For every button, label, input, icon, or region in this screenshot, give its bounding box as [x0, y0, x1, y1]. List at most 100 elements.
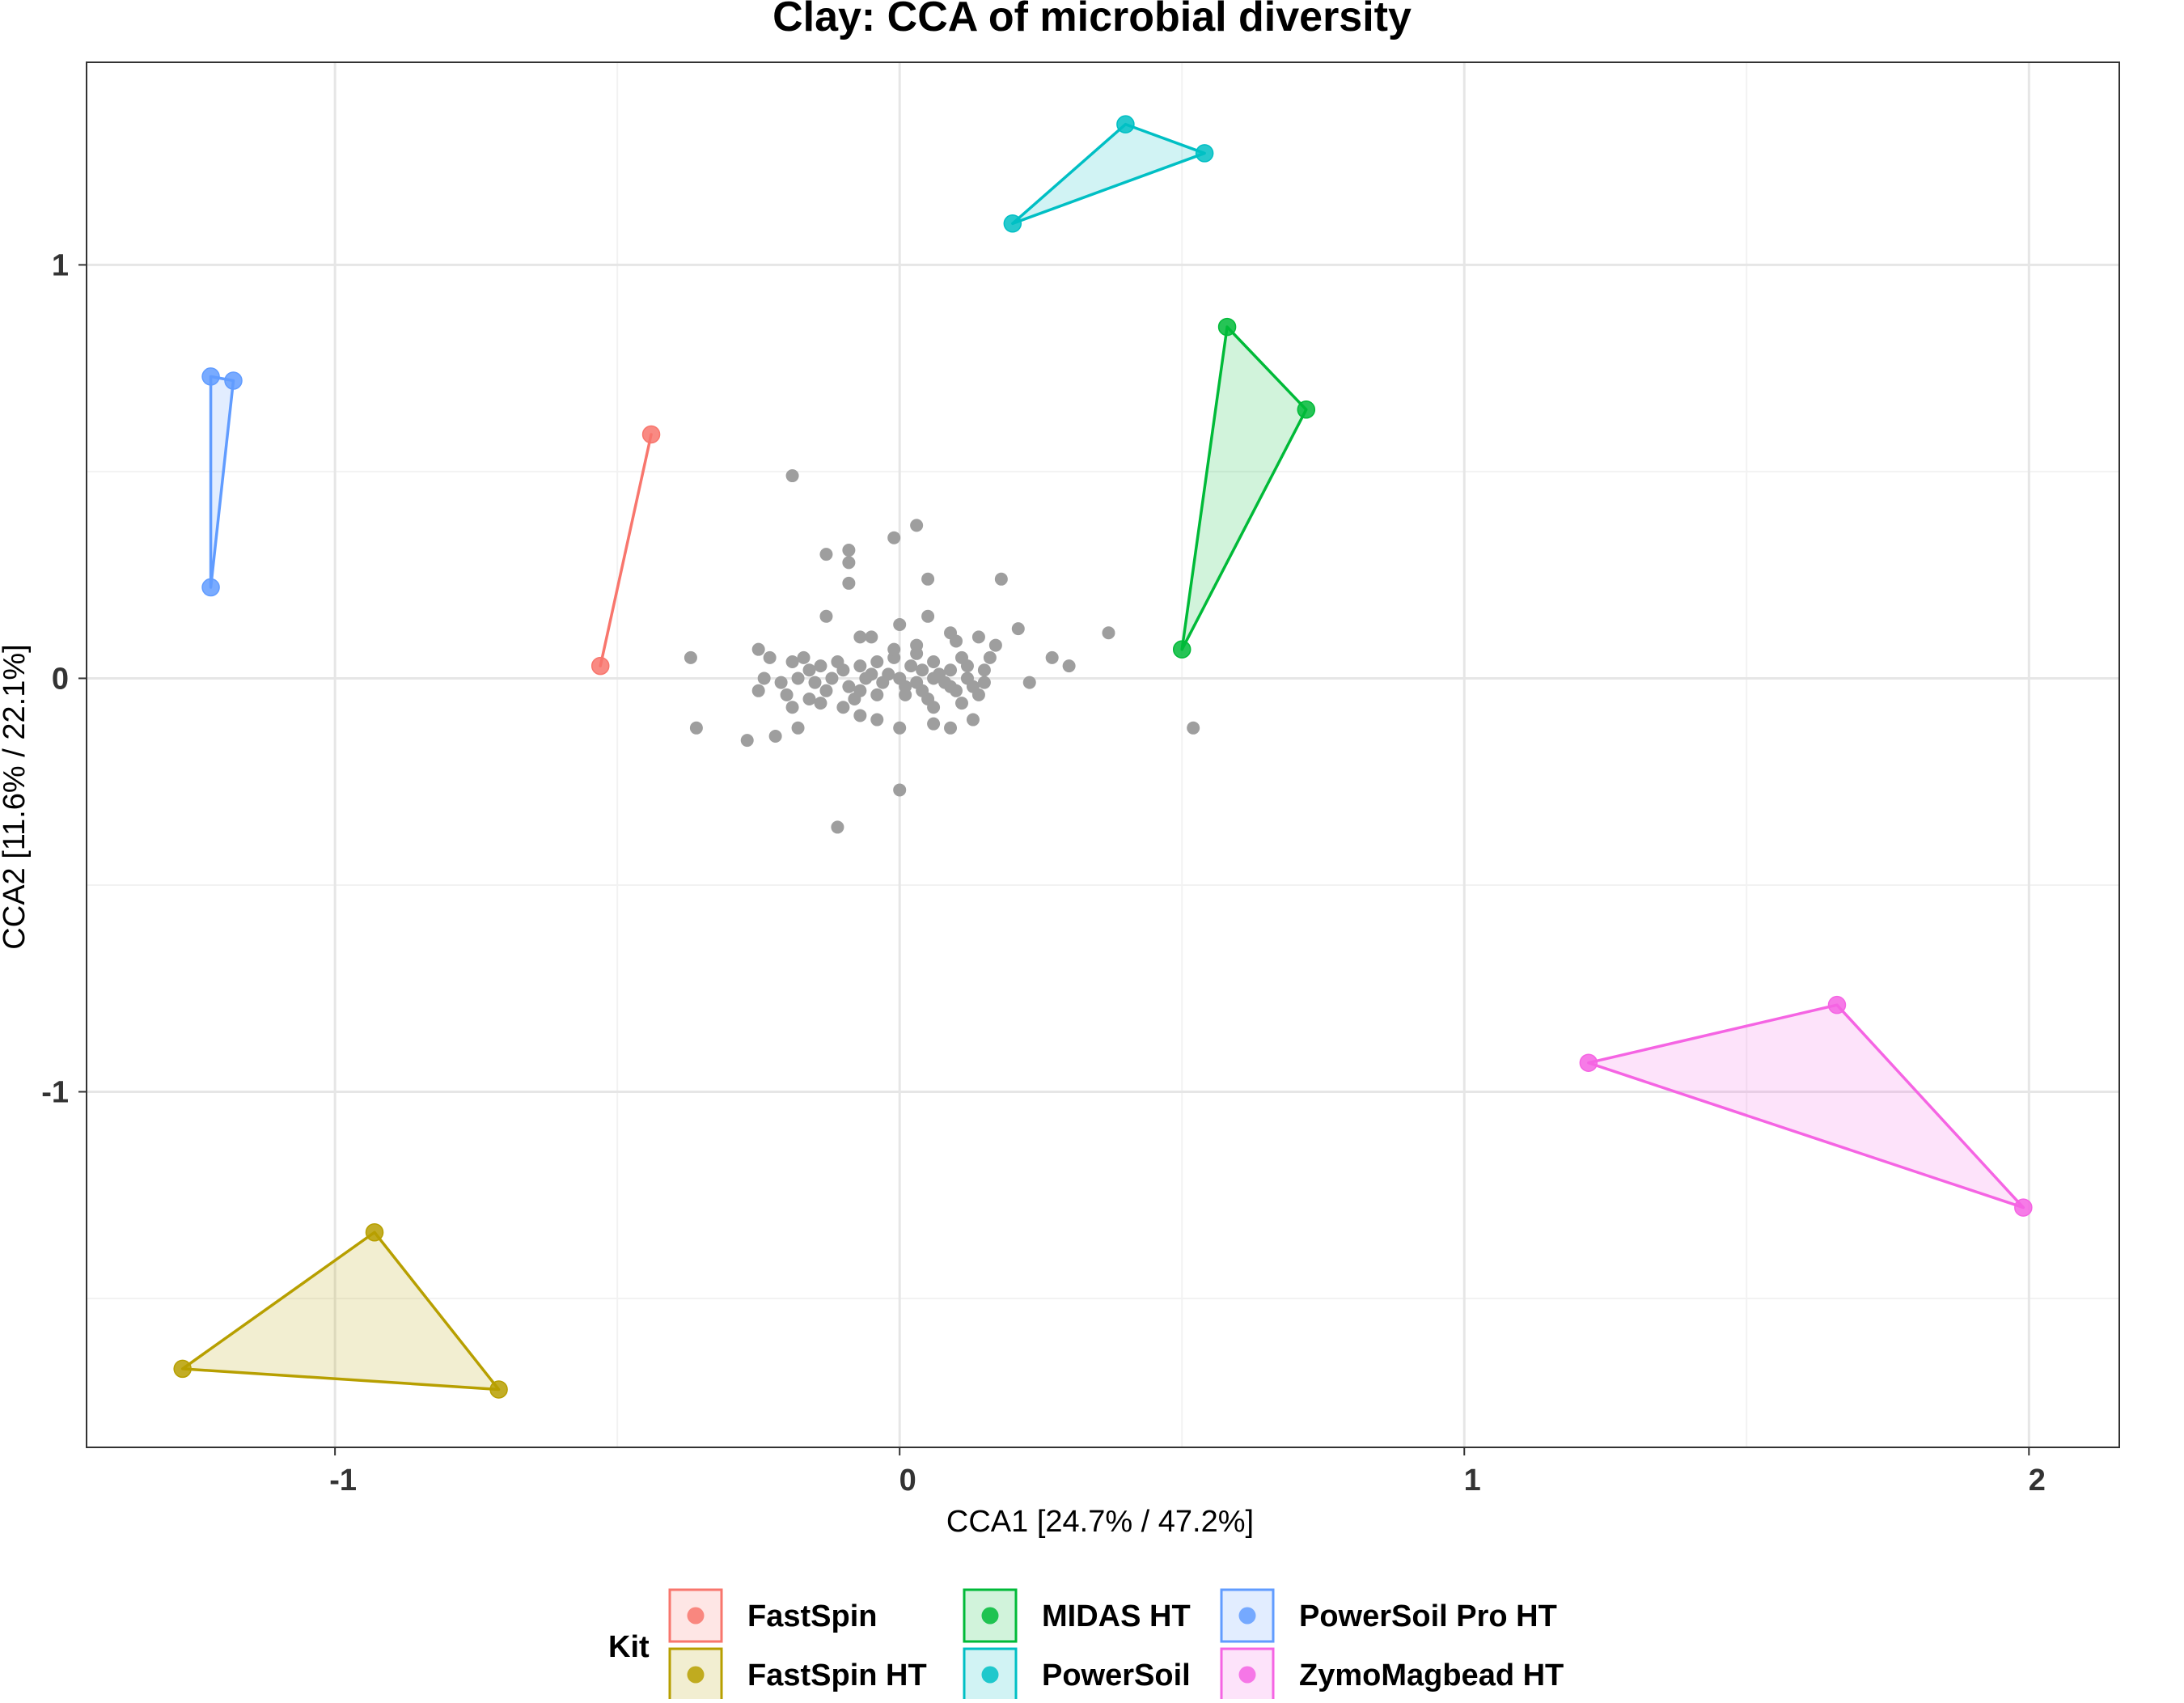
species-point: [751, 642, 765, 656]
species-point: [785, 701, 799, 714]
species-point: [836, 701, 850, 714]
point-zymomagbead-ht: [1827, 995, 1847, 1015]
species-point: [870, 655, 884, 669]
species-point: [904, 659, 918, 673]
legend-dot-powersoil-pro-ht: [1238, 1607, 1256, 1625]
point-powersoil-pro-ht: [224, 371, 243, 390]
species-point: [684, 650, 697, 664]
species-point: [853, 630, 867, 644]
species-point: [916, 663, 929, 677]
hull-midas-ht: [1180, 325, 1308, 651]
species-point: [831, 655, 844, 669]
species-point: [971, 630, 985, 644]
species-point: [938, 676, 952, 689]
species-point: [853, 709, 867, 722]
species-point: [966, 680, 980, 693]
species-point: [774, 676, 788, 689]
y-tick-label: 1: [52, 248, 69, 282]
species-point: [740, 734, 754, 748]
y-axis-title: CCA2 [11.6% / 22.1%]: [0, 644, 32, 949]
plot-panel-border: [86, 61, 2120, 1448]
species-point: [1187, 721, 1200, 735]
species-point: [910, 519, 924, 532]
species-point: [831, 820, 844, 834]
hull-fastspin-ht: [180, 1231, 501, 1392]
legend: Kit FastSpin FastSpin HT MIDAS HT PowerSoil…: [608, 1588, 1564, 1702]
grid-major: [87, 62, 2119, 1447]
species-point: [785, 469, 799, 483]
hull-zymomagbead-ht: [1587, 1003, 2025, 1209]
species-point: [768, 730, 782, 743]
y-axis-ticks: 1 0 -1: [41, 248, 87, 1110]
legend-label-fastspin-ht: FastSpin HT: [747, 1659, 927, 1692]
species-point: [791, 671, 805, 685]
hull-powersoil: [1011, 122, 1206, 226]
species-point: [988, 638, 1002, 652]
species-point: [893, 783, 907, 797]
species-point: [757, 671, 771, 685]
legend-keys: FastSpin FastSpin HT MIDAS HT PowerSoil Powe…: [668, 1588, 1564, 1702]
species-point: [1102, 626, 1115, 640]
legend-key-fastspin-ht: [668, 1647, 723, 1702]
species-point: [927, 717, 941, 731]
species-point: [1011, 622, 1025, 636]
species-point: [887, 531, 901, 544]
species-point: [977, 676, 991, 689]
species-point: [865, 667, 878, 681]
group-hulls: [180, 122, 2025, 1392]
species-point: [887, 642, 901, 656]
species-point: [842, 544, 856, 557]
species-point: [910, 646, 924, 660]
species-point: [927, 655, 941, 669]
species-point: [870, 713, 884, 727]
species-point: [865, 630, 878, 644]
species-point: [893, 721, 907, 735]
species-point: [950, 634, 963, 648]
chart-title: Clay: CCA of microbial diversity: [772, 0, 1412, 40]
species-point: [921, 609, 935, 623]
x-tick-label: 1: [1464, 1464, 1481, 1498]
species-point: [785, 655, 799, 669]
x-axis-ticks: -1 0 1 2: [329, 1447, 2046, 1498]
species-point: [944, 721, 958, 735]
x-tick-label: -1: [329, 1464, 357, 1498]
species-point: [814, 697, 827, 710]
species-point: [954, 697, 968, 710]
species-point: [870, 688, 884, 701]
y-tick-label: 0: [52, 662, 69, 696]
point-powersoil-pro-ht: [201, 578, 220, 597]
group-points: [173, 115, 2033, 1399]
species-point: [853, 684, 867, 697]
point-fastspin-ht: [173, 1359, 192, 1379]
point-midas-ht: [1172, 640, 1191, 659]
point-fastspin-ht: [489, 1380, 508, 1399]
species-point: [954, 650, 968, 664]
species-point: [751, 684, 765, 697]
species-point: [842, 576, 856, 590]
point-zymomagbead-ht: [1579, 1053, 1598, 1072]
point-midas-ht: [1217, 317, 1237, 337]
species-point: [802, 693, 816, 706]
legend-title: Kit: [608, 1630, 650, 1664]
x-axis-title: CCA1 [24.7% / 47.2%]: [946, 1505, 1254, 1539]
species-point: [791, 721, 805, 735]
legend-label-midas-ht: MIDAS HT: [1042, 1599, 1191, 1633]
legend-dot-powersoil: [981, 1666, 999, 1684]
species-points: [684, 469, 1200, 834]
species-point: [1022, 676, 1036, 689]
species-point: [899, 680, 912, 693]
species-point: [802, 663, 816, 677]
species-point: [916, 684, 929, 697]
species-point: [825, 671, 839, 685]
species-point: [853, 659, 867, 673]
point-fastspin: [590, 656, 610, 676]
x-tick-label: 2: [2029, 1464, 2046, 1498]
point-powersoil: [1116, 115, 1135, 133]
point-powersoil-pro-ht: [201, 367, 220, 386]
species-point: [983, 650, 997, 664]
species-point: [994, 572, 1008, 586]
species-point: [927, 701, 941, 714]
species-point: [921, 572, 935, 586]
point-midas-ht: [1297, 400, 1316, 419]
